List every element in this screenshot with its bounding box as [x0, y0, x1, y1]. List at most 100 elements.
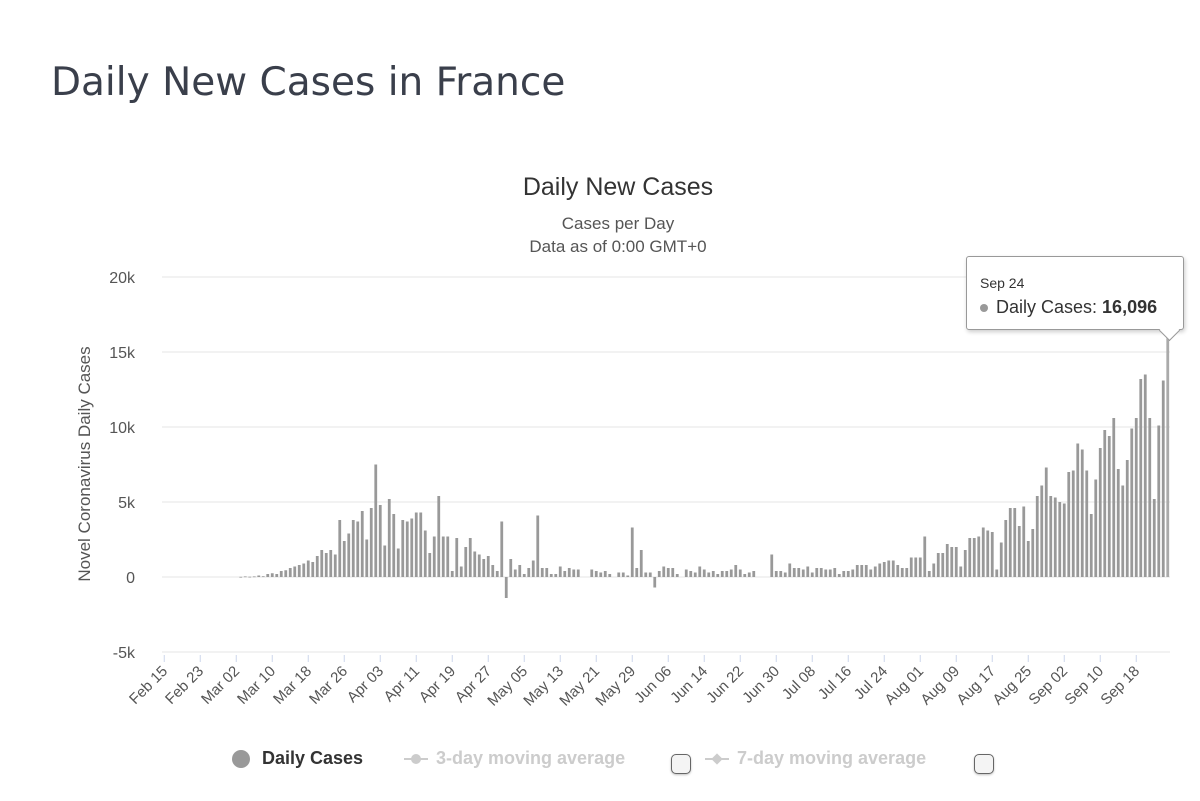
- bar[interactable]: [995, 569, 999, 578]
- bar[interactable]: [432, 536, 436, 578]
- bar[interactable]: [716, 574, 720, 577]
- bar[interactable]: [945, 544, 949, 577]
- bar[interactable]: [887, 560, 891, 578]
- bar[interactable]: [315, 556, 319, 577]
- bar[interactable]: [549, 574, 553, 577]
- bar[interactable]: [657, 571, 661, 577]
- bar[interactable]: [1098, 448, 1102, 577]
- bar[interactable]: [441, 536, 445, 578]
- bar[interactable]: [698, 566, 702, 578]
- bar[interactable]: [486, 556, 490, 577]
- bar[interactable]: [1139, 379, 1143, 577]
- bar[interactable]: [752, 571, 756, 577]
- bar[interactable]: [689, 571, 693, 577]
- bar[interactable]: [927, 571, 931, 577]
- bar[interactable]: [351, 520, 355, 577]
- bar[interactable]: [401, 520, 405, 577]
- bar[interactable]: [1125, 460, 1129, 577]
- bar[interactable]: [1004, 520, 1008, 577]
- bar[interactable]: [837, 574, 841, 577]
- bar[interactable]: [707, 572, 711, 578]
- bar[interactable]: [819, 568, 823, 577]
- bar[interactable]: [572, 569, 576, 578]
- bar[interactable]: [1062, 503, 1066, 578]
- bar[interactable]: [918, 557, 922, 578]
- bar[interactable]: [855, 565, 859, 577]
- bar[interactable]: [333, 554, 337, 578]
- bar[interactable]: [864, 565, 868, 577]
- bar[interactable]: [873, 566, 877, 578]
- bar[interactable]: [1053, 497, 1057, 578]
- bar[interactable]: [306, 560, 310, 578]
- bar[interactable]: [1157, 425, 1161, 578]
- bar[interactable]: [860, 565, 864, 577]
- bar[interactable]: [495, 571, 499, 577]
- bar[interactable]: [851, 569, 855, 578]
- bar[interactable]: [1040, 485, 1044, 578]
- bar[interactable]: [950, 547, 954, 577]
- bar[interactable]: [1152, 499, 1156, 577]
- bar[interactable]: [405, 521, 409, 578]
- bar[interactable]: [500, 521, 504, 578]
- bar[interactable]: [666, 568, 670, 577]
- bar[interactable]: [293, 566, 297, 578]
- bar[interactable]: [783, 572, 787, 578]
- legend-3-day-average[interactable]: 3-day moving average: [404, 748, 625, 769]
- bar[interactable]: [266, 574, 270, 577]
- bar[interactable]: [248, 576, 252, 578]
- bar[interactable]: [414, 512, 418, 578]
- bar[interactable]: [356, 521, 360, 578]
- bar[interactable]: [941, 553, 945, 577]
- bar[interactable]: [846, 571, 850, 577]
- bar[interactable]: [518, 565, 522, 577]
- bar[interactable]: [1166, 335, 1170, 577]
- bar[interactable]: [1067, 472, 1071, 577]
- bar[interactable]: [1008, 508, 1012, 577]
- bar[interactable]: [437, 496, 441, 577]
- bar[interactable]: [896, 565, 900, 577]
- bar[interactable]: [909, 557, 913, 578]
- bar[interactable]: [1143, 374, 1147, 578]
- bar[interactable]: [378, 505, 382, 577]
- bar[interactable]: [653, 577, 657, 588]
- bar[interactable]: [410, 518, 414, 578]
- bar[interactable]: [477, 554, 481, 578]
- bar[interactable]: [1148, 418, 1152, 577]
- bar[interactable]: [986, 530, 990, 578]
- bar[interactable]: [1116, 469, 1120, 577]
- bar[interactable]: [747, 572, 751, 578]
- bar[interactable]: [1049, 496, 1053, 577]
- bar[interactable]: [1013, 508, 1017, 577]
- bar[interactable]: [288, 568, 292, 577]
- bar[interactable]: [347, 533, 351, 578]
- bar[interactable]: [603, 571, 607, 577]
- bar[interactable]: [365, 539, 369, 578]
- bar[interactable]: [963, 550, 967, 577]
- bar[interactable]: [905, 568, 909, 577]
- bar[interactable]: [635, 568, 639, 577]
- bar[interactable]: [972, 538, 976, 577]
- legend-daily-cases[interactable]: Daily Cases: [232, 748, 363, 769]
- bar[interactable]: [599, 572, 603, 578]
- bar[interactable]: [720, 571, 724, 577]
- bar[interactable]: [374, 464, 378, 578]
- bar[interactable]: [842, 571, 846, 577]
- bar[interactable]: [513, 569, 517, 578]
- bar[interactable]: [792, 568, 796, 577]
- bar[interactable]: [797, 568, 801, 577]
- bar[interactable]: [968, 538, 972, 577]
- checkbox-7-day-average[interactable]: [974, 754, 994, 774]
- bar[interactable]: [383, 545, 387, 578]
- bar[interactable]: [320, 550, 324, 577]
- bar[interactable]: [648, 572, 652, 578]
- bar[interactable]: [630, 527, 634, 578]
- bar[interactable]: [428, 553, 432, 577]
- bar[interactable]: [527, 568, 531, 577]
- bar[interactable]: [563, 571, 567, 577]
- bar[interactable]: [684, 569, 688, 578]
- bar[interactable]: [252, 576, 256, 578]
- bar[interactable]: [324, 553, 328, 577]
- bar[interactable]: [734, 565, 738, 577]
- bar[interactable]: [914, 557, 918, 578]
- bar[interactable]: [396, 548, 400, 578]
